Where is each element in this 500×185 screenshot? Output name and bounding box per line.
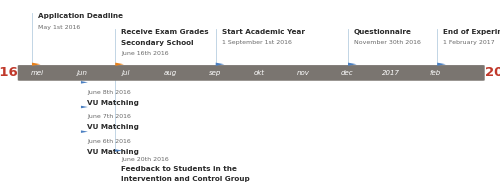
Text: November 30th 2016: November 30th 2016	[354, 40, 421, 45]
Text: Secondary School: Secondary School	[121, 40, 194, 46]
Text: June 6th 2016: June 6th 2016	[87, 139, 130, 144]
Text: VU Matching: VU Matching	[87, 124, 139, 130]
Text: Questionnaire: Questionnaire	[354, 29, 412, 35]
Text: 1 September 1st 2016: 1 September 1st 2016	[222, 40, 292, 45]
Text: Receive Exam Grades: Receive Exam Grades	[121, 29, 209, 35]
Text: Start Academic Year: Start Academic Year	[222, 29, 304, 35]
Text: VU Matching: VU Matching	[87, 149, 139, 155]
Text: 1 February 2017: 1 February 2017	[443, 40, 494, 45]
Polygon shape	[81, 130, 88, 133]
Text: May 1st 2016: May 1st 2016	[38, 25, 80, 30]
Text: Application Deadline: Application Deadline	[38, 14, 123, 19]
Polygon shape	[81, 106, 88, 108]
Text: 2017: 2017	[382, 70, 400, 76]
Text: June 16th 2016: June 16th 2016	[121, 51, 169, 56]
Polygon shape	[32, 63, 40, 66]
Polygon shape	[115, 63, 124, 66]
Text: dec: dec	[340, 70, 353, 76]
Polygon shape	[437, 63, 446, 66]
Text: jun: jun	[77, 70, 88, 76]
Text: okt: okt	[254, 70, 264, 76]
Polygon shape	[81, 81, 88, 84]
Text: Intervention and Control Group: Intervention and Control Group	[121, 176, 250, 182]
Text: jul: jul	[122, 70, 131, 76]
Text: aug: aug	[164, 70, 177, 76]
Polygon shape	[216, 63, 224, 66]
Text: VU Matching: VU Matching	[87, 100, 139, 106]
Text: 2016: 2016	[0, 66, 17, 79]
Text: June 8th 2016: June 8th 2016	[87, 90, 130, 95]
Text: June 7th 2016: June 7th 2016	[87, 114, 130, 119]
Text: nov: nov	[296, 70, 310, 76]
Text: mei: mei	[30, 70, 44, 76]
Text: feb: feb	[430, 70, 441, 76]
Text: sep: sep	[208, 70, 221, 76]
Polygon shape	[115, 149, 122, 152]
Polygon shape	[348, 63, 356, 66]
Text: Feedback to Students in the: Feedback to Students in the	[121, 166, 237, 172]
Text: End of Experiment: End of Experiment	[443, 29, 500, 35]
FancyBboxPatch shape	[18, 65, 484, 81]
Text: June 20th 2016: June 20th 2016	[121, 157, 169, 162]
Text: 2017: 2017	[485, 66, 500, 79]
